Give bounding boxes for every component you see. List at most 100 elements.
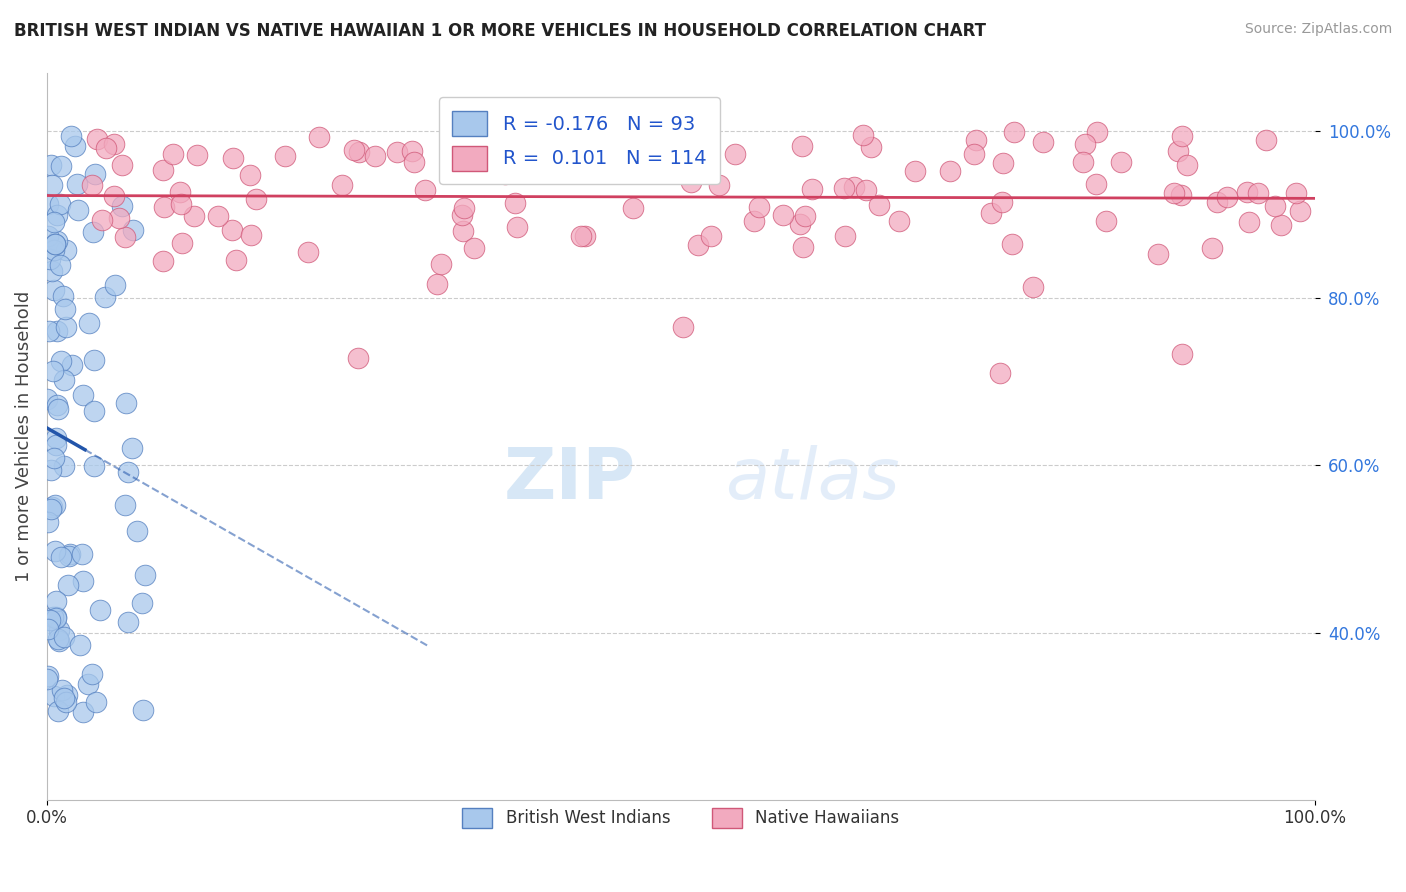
- Point: [980, 206, 1002, 220]
- Point: [39, 252, 62, 266]
- Point: [789, 217, 811, 231]
- Point: [186, 147, 208, 161]
- Point: [520, 144, 543, 158]
- Point: [700, 229, 723, 244]
- Point: [41, 500, 63, 515]
- Point: [117, 465, 139, 479]
- Point: [1170, 187, 1192, 202]
- Point: [56, 688, 79, 702]
- Point: [53, 458, 76, 473]
- Point: [1071, 154, 1094, 169]
- Point: [494, 167, 516, 181]
- Point: [104, 278, 127, 293]
- Point: [988, 366, 1011, 380]
- Point: [45, 610, 67, 624]
- Point: [44, 236, 66, 251]
- Point: [450, 209, 472, 223]
- Point: [792, 240, 814, 254]
- Point: [621, 201, 644, 215]
- Point: [842, 180, 865, 194]
- Point: [240, 228, 263, 243]
- Point: [330, 178, 353, 193]
- Point: [45, 610, 67, 624]
- Point: [37, 229, 59, 244]
- Point: [550, 126, 572, 140]
- Point: [103, 137, 125, 152]
- Point: [707, 178, 730, 192]
- Point: [401, 144, 423, 158]
- Point: [1239, 215, 1261, 229]
- Point: [904, 164, 927, 178]
- Point: [1177, 158, 1199, 172]
- Point: [506, 220, 529, 235]
- Text: Source: ZipAtlas.com: Source: ZipAtlas.com: [1244, 22, 1392, 37]
- Point: [1216, 190, 1239, 204]
- Point: [790, 139, 813, 153]
- Point: [162, 147, 184, 161]
- Point: [49, 550, 72, 565]
- Point: [1074, 136, 1097, 151]
- Point: [426, 277, 449, 291]
- Point: [83, 352, 105, 367]
- Point: [1201, 241, 1223, 255]
- Point: [83, 404, 105, 418]
- Point: [59, 547, 82, 561]
- Point: [53, 631, 76, 645]
- Point: [681, 175, 703, 189]
- Point: [58, 549, 80, 563]
- Point: [84, 695, 107, 709]
- Point: [46, 402, 69, 417]
- Point: [37, 622, 59, 636]
- Point: [69, 639, 91, 653]
- Point: [89, 603, 111, 617]
- Point: [686, 238, 709, 252]
- Point: [1032, 135, 1054, 149]
- Point: [117, 615, 139, 630]
- Point: [94, 290, 117, 304]
- Point: [80, 178, 103, 193]
- Point: [83, 167, 105, 181]
- Point: [207, 209, 229, 223]
- Point: [46, 704, 69, 718]
- Point: [111, 158, 134, 172]
- Point: [44, 544, 66, 558]
- Y-axis label: 1 or more Vehicles in Household: 1 or more Vehicles in Household: [15, 291, 32, 582]
- Point: [122, 223, 145, 237]
- Point: [860, 140, 883, 154]
- Point: [1109, 155, 1132, 169]
- Point: [45, 431, 67, 445]
- Point: [82, 667, 104, 681]
- Point: [1084, 178, 1107, 192]
- Point: [39, 463, 62, 477]
- Point: [45, 398, 67, 412]
- Point: [748, 200, 770, 214]
- Point: [42, 450, 65, 465]
- Point: [72, 574, 94, 589]
- Point: [152, 162, 174, 177]
- Point: [53, 301, 76, 316]
- Point: [55, 244, 77, 258]
- Point: [1236, 185, 1258, 199]
- Point: [67, 202, 90, 217]
- Point: [42, 243, 65, 257]
- Point: [221, 223, 243, 237]
- Point: [889, 213, 911, 227]
- Point: [239, 168, 262, 182]
- Point: [46, 208, 69, 222]
- Point: [963, 147, 986, 161]
- Point: [48, 634, 70, 648]
- Point: [991, 155, 1014, 169]
- Text: BRITISH WEST INDIAN VS NATIVE HAWAIIAN 1 OR MORE VEHICLES IN HOUSEHOLD CORRELATI: BRITISH WEST INDIAN VS NATIVE HAWAIIAN 1…: [14, 22, 986, 40]
- Point: [1163, 186, 1185, 201]
- Point: [153, 200, 176, 214]
- Point: [801, 182, 824, 196]
- Point: [599, 130, 621, 145]
- Point: [39, 158, 62, 172]
- Point: [852, 128, 875, 142]
- Point: [672, 320, 695, 334]
- Point: [111, 199, 134, 213]
- Point: [451, 224, 474, 238]
- Point: [121, 441, 143, 455]
- Point: [42, 215, 65, 229]
- Point: [222, 151, 245, 165]
